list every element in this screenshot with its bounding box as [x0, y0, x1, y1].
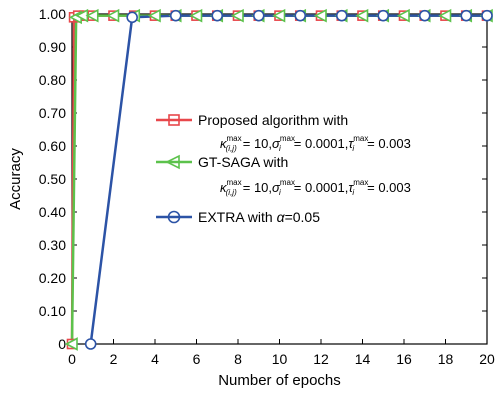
data-point-gtsaga — [396, 8, 410, 23]
x-tick-label: 10 — [272, 351, 288, 367]
y-tick-label: 0 — [58, 336, 66, 352]
x-tick-label: 20 — [479, 351, 495, 367]
data-point-extra — [418, 9, 431, 22]
legend-marker-extra — [167, 210, 181, 224]
y-tick-label: 0.30 — [39, 237, 66, 253]
data-point-gtsaga — [85, 8, 99, 23]
legend-label-extra: EXTRA with α=0.05 — [198, 209, 320, 225]
data-point-extra — [84, 338, 97, 350]
data-point-extra — [126, 11, 138, 24]
data-point-gtsaga — [189, 8, 203, 23]
x-tick-label: 8 — [234, 351, 242, 367]
series-markers — [64, 8, 493, 351]
legend-params-proposed: κmax (i,j) = 10,σmax i = 0.0001,τmax i = 0.003 — [220, 134, 411, 153]
x-tick-label: 14 — [355, 351, 371, 367]
y-tick-label: 1.00 — [39, 6, 66, 22]
data-point-extra — [211, 9, 224, 22]
y-tick-label: 0.10 — [39, 303, 66, 319]
legend-params-gtsaga: κmax (i,j) = 10,σmax i = 0.0001,τmax i = 0.003 — [220, 178, 411, 197]
data-point-gtsaga — [272, 8, 286, 23]
data-point-extra — [169, 9, 182, 22]
data-point-gtsaga — [313, 8, 327, 23]
y-tick-label: 0.60 — [39, 138, 66, 154]
legend-label-gtsaga: GT-SAGA with — [198, 154, 288, 170]
data-point-gtsaga — [438, 8, 452, 23]
data-point-gtsaga — [147, 8, 161, 23]
x-tick-label: 2 — [110, 351, 118, 367]
legend-marker-proposed — [168, 114, 180, 126]
data-point-extra — [377, 9, 390, 22]
data-point-gtsaga — [230, 8, 244, 23]
y-tick-label: 0.70 — [39, 105, 66, 121]
data-point-extra — [335, 9, 348, 22]
data-point-extra — [460, 9, 473, 22]
data-point-extra — [294, 9, 307, 22]
legend: Proposed algorithm with κmax (i,j) = 10,σm… — [156, 112, 411, 225]
y-tick-label: 0.50 — [39, 171, 66, 187]
y-tick-label: 0.80 — [39, 72, 66, 88]
x-tick-label: 6 — [193, 351, 201, 367]
y-tick-label: 0.90 — [39, 39, 66, 55]
y-tick-label: 0.40 — [39, 204, 66, 220]
data-point-gtsaga — [64, 337, 78, 351]
x-axis-label: Number of epochs — [218, 372, 341, 389]
data-point-gtsaga — [106, 8, 120, 23]
data-point-extra — [252, 9, 265, 22]
y-axis-label: Accuracy — [7, 148, 24, 210]
x-tick-label: 12 — [313, 351, 329, 367]
data-point-extra — [481, 9, 493, 22]
axis-ticks: 0 2 4 6 8 10 12 14 16 18 20 0 0.10 0.20 0.30 0.40 0.50 0.… — [39, 6, 495, 367]
legend-marker-gtsaga — [165, 154, 180, 170]
x-tick-label: 0 — [68, 351, 76, 367]
x-tick-label: 18 — [438, 351, 454, 367]
y-tick-label: 0.20 — [39, 270, 66, 286]
x-tick-label: 16 — [396, 351, 412, 367]
data-point-gtsaga — [355, 8, 369, 23]
legend-label-proposed: Proposed algorithm with — [198, 112, 348, 128]
x-tick-label: 4 — [151, 351, 159, 367]
